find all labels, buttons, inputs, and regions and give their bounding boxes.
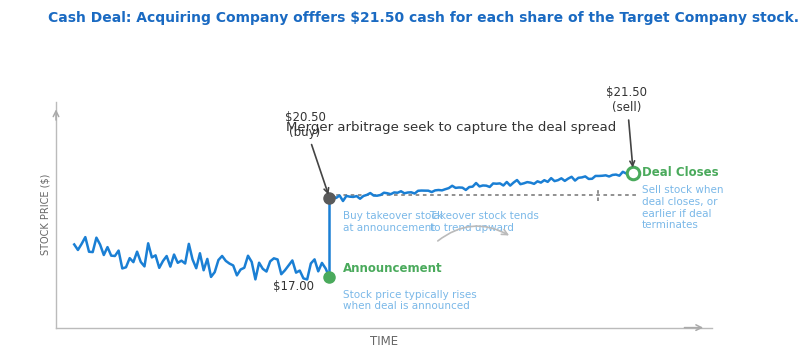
Text: $20.50
(buy): $20.50 (buy)	[285, 111, 329, 193]
Text: Announcement: Announcement	[342, 262, 442, 275]
Text: $21.50
(sell): $21.50 (sell)	[606, 87, 647, 166]
Text: Takeover stock tends
to trend upward: Takeover stock tends to trend upward	[430, 211, 539, 233]
Text: Stock price typically rises
when deal is announced: Stock price typically rises when deal is…	[342, 290, 477, 312]
Text: Sell stock when
deal closes, or
earlier if deal
terminates: Sell stock when deal closes, or earlier …	[642, 186, 724, 230]
Y-axis label: STOCK PRICE ($): STOCK PRICE ($)	[41, 174, 50, 256]
Text: Buy takeover stock
at announcement: Buy takeover stock at announcement	[342, 211, 443, 233]
Text: Cash Deal: Acquiring Company offfers $21.50 cash for each share of the Target Co: Cash Deal: Acquiring Company offfers $21…	[48, 11, 799, 25]
Text: Deal Closes: Deal Closes	[642, 166, 718, 179]
X-axis label: TIME: TIME	[370, 335, 398, 348]
Text: $17.00: $17.00	[273, 280, 314, 293]
Text: Merger arbitrage seek to capture the deal spread: Merger arbitrage seek to capture the dea…	[286, 120, 616, 134]
